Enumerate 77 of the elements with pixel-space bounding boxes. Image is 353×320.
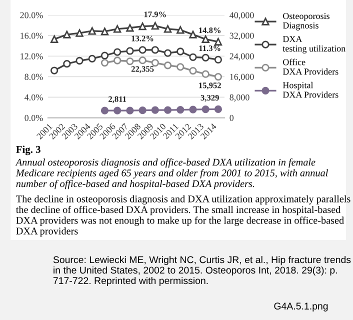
data-label: 3,329 xyxy=(200,94,219,102)
point xyxy=(138,22,146,30)
point xyxy=(138,106,146,114)
point xyxy=(176,48,184,56)
y-tick-label: 16.0% xyxy=(20,32,43,39)
point xyxy=(100,28,109,36)
point xyxy=(176,63,184,71)
legend-label: Osteoporosis Diagnosis xyxy=(282,13,330,30)
point xyxy=(164,62,172,70)
text: Annual osteoporosis diagnosis and office-based DXA utilization in female Medicare recipients aged 65 years and older from 2001 to 2015, with annual number of office-based and hospital-based DXA providers. xyxy=(15,158,328,190)
y2-tick-label: 24,000 xyxy=(230,53,254,61)
point xyxy=(88,27,96,35)
data-label: 14.8% xyxy=(199,27,221,34)
source-note: Source: Lewiecki ME, Wright NC, Curtis JR, et al., Hip fracture trends in the United States, 2002 to 2015. Osteoporos Int, 2018. 29(3): p. 717-722. Reprinted with permission. xyxy=(53,256,351,286)
data-label: 13.2% xyxy=(132,36,154,42)
y2-tick-label: 40,000 xyxy=(230,12,254,20)
point xyxy=(76,29,84,37)
point xyxy=(214,38,222,46)
point xyxy=(164,49,172,57)
data-label: 2,811 xyxy=(108,96,126,104)
point xyxy=(202,54,210,62)
point xyxy=(151,22,159,30)
legend-label: DXA testing utilization xyxy=(282,36,346,54)
data-label: 15,952 xyxy=(199,82,221,90)
y-tick-label: 20.0% xyxy=(20,12,43,18)
legend-label: Office DXA Providers xyxy=(282,58,338,75)
point xyxy=(114,106,122,114)
point xyxy=(189,66,197,75)
point xyxy=(214,72,222,81)
point xyxy=(214,56,222,64)
text: The decline in osteoporosis diagnosis and DXA utilization approximately parallels the decline of office-based DXA providers. The small increase in hospital-based DXA providers was not enough to make up for the large decrease in office-based DXA providers xyxy=(16,195,350,237)
point xyxy=(126,106,134,114)
y2-tick-label: 8,000 xyxy=(230,94,250,102)
point xyxy=(138,56,146,64)
point xyxy=(63,30,71,38)
y2-tick-label: 32,000 xyxy=(230,32,254,40)
point xyxy=(214,105,222,114)
point xyxy=(189,30,197,38)
point xyxy=(126,57,134,66)
caption: Fig. 3 xyxy=(16,146,40,156)
y2-tick-label: 16,000 xyxy=(230,74,254,82)
y-tick-label: 12.0% xyxy=(20,53,43,60)
point xyxy=(114,56,122,64)
point xyxy=(63,60,71,68)
point xyxy=(114,48,122,56)
legend-label: Hospital DXA Providers xyxy=(282,82,338,98)
point xyxy=(100,52,109,60)
point xyxy=(164,106,172,114)
point xyxy=(151,46,159,54)
point xyxy=(202,70,210,78)
point xyxy=(138,46,146,54)
point xyxy=(164,25,172,33)
point xyxy=(76,56,84,65)
point xyxy=(126,24,134,32)
point xyxy=(202,105,210,114)
y-tick-label: 8.0% xyxy=(24,74,43,80)
point xyxy=(114,25,122,33)
point xyxy=(50,35,58,43)
point xyxy=(202,35,210,43)
y-tick-label: 4.0% xyxy=(24,94,43,100)
y2-tick-label: 0 xyxy=(230,114,234,121)
point xyxy=(126,47,134,55)
point xyxy=(151,106,159,114)
y-tick-label: 0.0% xyxy=(24,114,43,122)
data-label: 11.3% xyxy=(199,45,220,52)
point xyxy=(189,53,197,61)
point xyxy=(189,106,197,114)
point xyxy=(50,66,58,74)
point xyxy=(176,106,184,114)
data-label: 22,355 xyxy=(131,66,154,73)
text: G4A.5.1.png xyxy=(274,302,328,312)
point xyxy=(100,106,109,114)
point xyxy=(151,58,159,67)
point xyxy=(88,54,96,63)
point xyxy=(100,58,109,67)
point xyxy=(176,26,184,34)
data-label: 17.9% xyxy=(144,12,166,18)
